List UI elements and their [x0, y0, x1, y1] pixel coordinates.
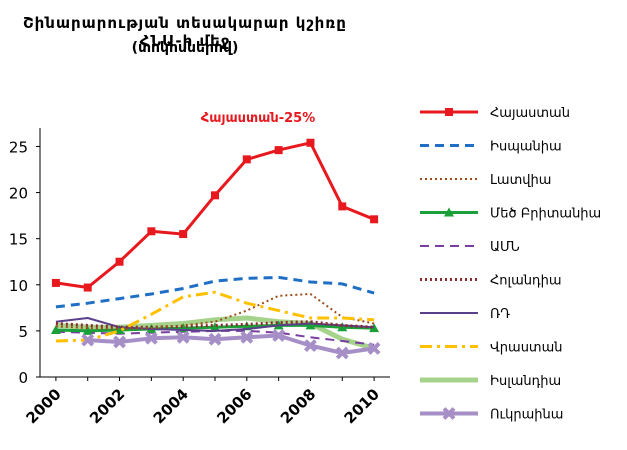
data-point: [81, 333, 95, 347]
legend-entry: Լատվիա: [420, 173, 551, 188]
series-layer: [50, 138, 381, 360]
data-point: [335, 346, 349, 360]
y-tick-label: 25: [9, 138, 28, 156]
legend-entry: ԱՄՆ: [420, 240, 520, 255]
data-point: [242, 155, 251, 164]
y-tick-label: 5: [18, 323, 28, 341]
series-7: [55, 290, 375, 343]
data-point: [115, 257, 124, 266]
legend-label: Իսպանիա: [490, 140, 562, 155]
data-point: [274, 146, 283, 155]
annotation-armenia: Հայաստան-25%: [201, 111, 315, 126]
legend-entry: Հոլանդիա: [420, 274, 562, 289]
legend-entry: Մեծ Բրիտանիա: [420, 207, 601, 222]
legend: Հայաստան Իսպանիա Լատվիա Մեծ Բրիտանիա ԱՄՆ Հոլա…: [420, 106, 601, 423]
data-point: [338, 202, 347, 211]
series-8: [55, 315, 375, 351]
data-point: [208, 332, 222, 346]
data-point: [304, 339, 317, 353]
chart-title: Շինարարության տեսակարար կշիռը ՀՆԱ-ի մեջ: [23, 14, 347, 50]
data-point: [144, 331, 158, 345]
data-point: [367, 341, 381, 355]
legend-label: Վրաստան: [490, 341, 563, 356]
series-line: [55, 290, 375, 343]
data-point: [305, 320, 316, 330]
legend-label: Ուկրաինա: [490, 408, 563, 423]
data-point: [240, 330, 254, 344]
legend-entry: Վրաստան: [420, 341, 563, 356]
data-point: [179, 230, 188, 239]
data-point: [113, 335, 126, 349]
series-line: [55, 141, 375, 289]
legend-label: ԱՄՆ: [490, 240, 520, 255]
data-point: [370, 215, 379, 224]
data-point: [210, 322, 220, 332]
legend-label: Լատվիա: [490, 173, 551, 188]
data-point: [444, 207, 454, 217]
legend-label: Մեծ Բրիտանիա: [490, 207, 601, 222]
data-point: [369, 323, 380, 333]
data-point: [272, 329, 286, 342]
series-5: [55, 320, 375, 329]
x-tick-label: 2000: [22, 385, 64, 427]
axes: 0 5 10 15 20 25 2000 2002 2004 2006 2008 2010: [9, 128, 390, 427]
legend-label: Իսլանդիա: [490, 374, 561, 389]
legend-label: Հոլանդիա: [490, 274, 562, 289]
x-tick-label: 2004: [150, 385, 192, 427]
y-tick-label: 0: [18, 369, 28, 387]
x-tick-label: 2010: [341, 385, 383, 427]
y-tick-label: 15: [9, 231, 28, 249]
x-tick-label: 2006: [213, 385, 255, 427]
legend-entry: Իսպանիա: [420, 140, 562, 155]
data-point: [147, 227, 156, 236]
y-tick-label: 10: [9, 277, 28, 295]
legend-entry: Ուկրաինա: [420, 407, 563, 423]
data-point: [306, 138, 315, 147]
series-1: [55, 275, 375, 309]
legend-label: Հայաստան: [490, 106, 570, 121]
legend-entry: Հայաստան: [420, 106, 570, 121]
series-line: [55, 275, 375, 309]
y-tick-label: 20: [9, 185, 28, 203]
x-tick-label: 2002: [86, 385, 128, 427]
series-line: [87, 333, 375, 355]
data-point: [82, 325, 93, 335]
data-point: [50, 324, 61, 334]
data-point: [211, 191, 219, 200]
chart-subtitle: (տոկոսներով): [131, 40, 239, 56]
legend-label: ՌԴ: [490, 307, 510, 322]
data-point: [83, 283, 92, 292]
data-point: [176, 330, 190, 344]
series-line: [55, 315, 375, 351]
data-point: [114, 324, 125, 334]
data-point: [445, 108, 453, 116]
data-point: [51, 278, 60, 287]
legend-entry: Իսլանդիա: [420, 374, 561, 389]
x-tick-label: 2008: [277, 385, 319, 427]
legend-entry: ՌԴ: [420, 307, 510, 322]
data-point: [442, 407, 456, 420]
series-0: [51, 138, 379, 292]
series-line: [55, 320, 375, 329]
series-9: [81, 329, 381, 360]
